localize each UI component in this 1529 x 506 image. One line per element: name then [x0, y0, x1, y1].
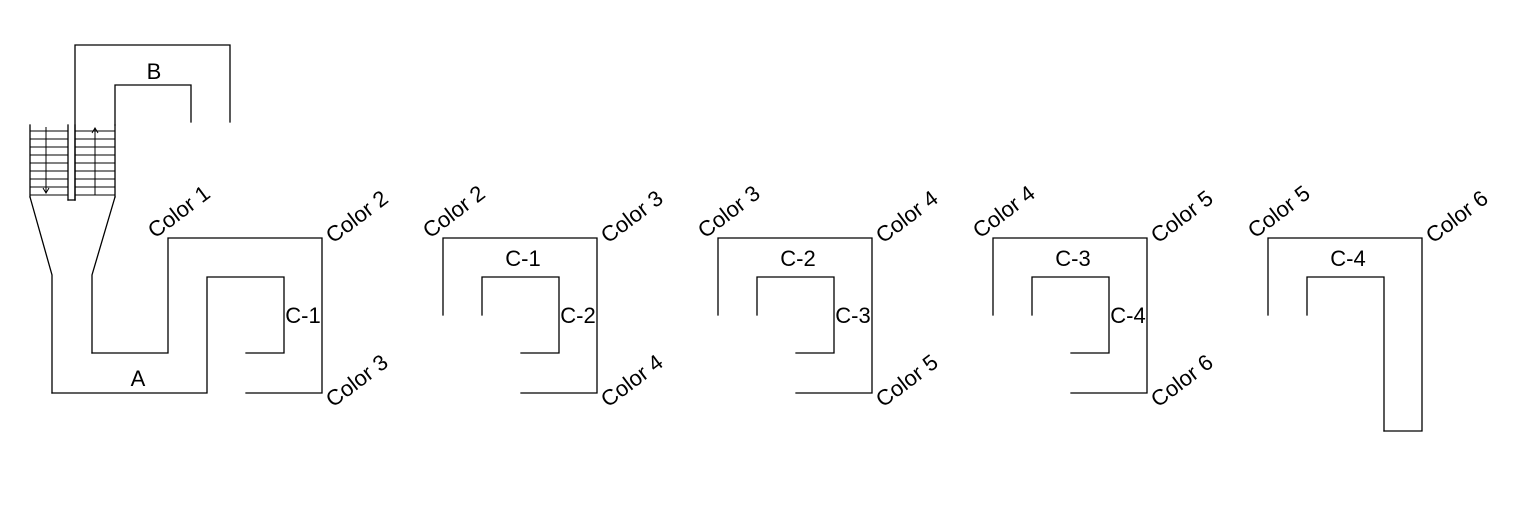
- panel-1-color-bottom-right: Color 4: [596, 349, 668, 412]
- panel-4-color-top-right: Color 6: [1421, 185, 1493, 248]
- corridor-a-outer-wall: [51, 276, 285, 394]
- panel-2-color-bottom-right: Color 5: [871, 349, 943, 412]
- panel-1-inner-wall: [481, 276, 560, 354]
- corridor-a-inner-wall: [91, 237, 323, 394]
- corridor-b-inner-wall: [114, 84, 192, 126]
- panel-3-inner-wall: [1031, 276, 1110, 354]
- panel-2-top-label: C-2: [780, 246, 815, 271]
- panel-4-color-top-left: Color 5: [1243, 180, 1315, 243]
- panel-3-top-label: C-3: [1055, 246, 1090, 271]
- stair-left: [29, 124, 69, 201]
- panel-2-outer-wall: [717, 237, 873, 394]
- panel-0-color-top-left: Color 1: [143, 180, 215, 243]
- panel-1-outer-wall: [442, 237, 598, 394]
- stair-right: [74, 124, 116, 201]
- panel-1-inner-label: C-2: [560, 303, 595, 328]
- section-panel-1: Color 2 Color 3 Color 4 C-1 C-2: [418, 180, 668, 412]
- panel-0-color-bottom-right: Color 3: [321, 349, 393, 412]
- corridor-b-outer-wall: [74, 44, 231, 201]
- panel-3-color-top-left: Color 4: [968, 180, 1040, 243]
- panel-3-color-top-right: Color 5: [1146, 185, 1218, 248]
- overview-panel: A B Color 1 Color 2 Color 3 C-1: [29, 44, 393, 412]
- panel-0-color-top-right: Color 2: [321, 185, 393, 248]
- section-panel-3: Color 4 Color 5 Color 6 C-3 C-4: [968, 180, 1218, 412]
- panel-3-inner-label: C-4: [1110, 303, 1145, 328]
- panel-4-top-label: C-4: [1330, 246, 1365, 271]
- panel-0-inner-label: C-1: [285, 303, 320, 328]
- panel-2-inner-wall: [756, 276, 835, 354]
- panel-1-top-label: C-1: [505, 246, 540, 271]
- panel-2-color-top-left: Color 3: [693, 180, 765, 243]
- panel-3-outer-wall: [992, 237, 1148, 394]
- corridor-a-label: A: [131, 366, 146, 391]
- lobby-left-wall: [29, 196, 53, 394]
- section-panel-4: Color 5 Color 6 C-4: [1243, 180, 1493, 432]
- panel-4-inner-wall: [1306, 276, 1385, 432]
- lobby-right-wall: [91, 196, 116, 354]
- panel-4-outer-wall: [1267, 237, 1423, 432]
- panel-1-color-top-left: Color 2: [418, 180, 490, 243]
- section-panel-2: Color 3 Color 4 Color 5 C-2 C-3: [693, 180, 943, 412]
- panel-1-color-top-right: Color 3: [596, 185, 668, 248]
- panel-2-inner-label: C-3: [835, 303, 870, 328]
- panel-3-color-bottom-right: Color 6: [1146, 349, 1218, 412]
- corridor-b-label: B: [147, 59, 162, 84]
- panel-2-color-top-right: Color 4: [871, 185, 943, 248]
